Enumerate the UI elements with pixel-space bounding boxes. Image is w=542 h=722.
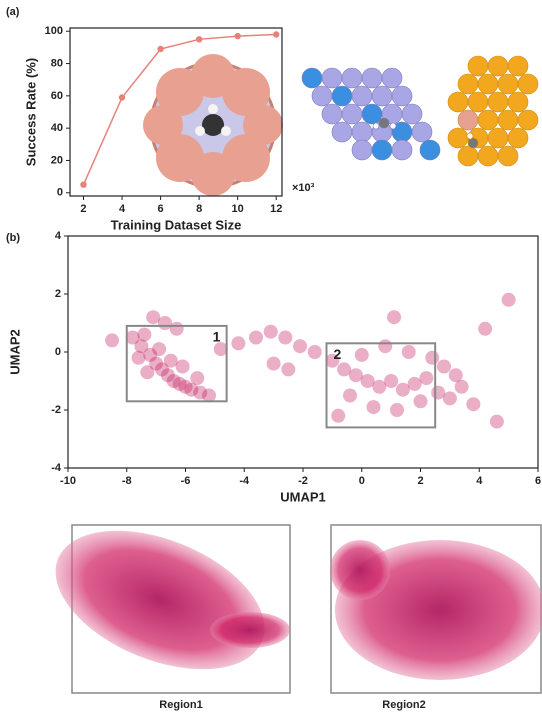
y-tick-label: 100: [45, 25, 63, 37]
point: [293, 339, 307, 353]
point: [425, 351, 439, 365]
point: [249, 331, 263, 345]
slab-gold: [448, 56, 538, 166]
x-tick-label: 12: [270, 203, 282, 215]
point: [140, 365, 154, 379]
x-multiplier: ×10³: [292, 182, 315, 194]
point: [331, 409, 345, 423]
inset-molecule: [143, 54, 283, 196]
x-tick-label: 10: [232, 203, 244, 215]
figure: (a)24681012020406080100Training Dataset …: [0, 0, 542, 717]
point: [119, 94, 125, 100]
x-tick-label: 4: [476, 475, 483, 487]
y-tick-label: 20: [51, 154, 63, 166]
point: [443, 391, 457, 405]
point: [449, 368, 463, 382]
x-tick-label: -2: [298, 475, 308, 487]
x-tick-label: 0: [359, 475, 365, 487]
point: [80, 181, 86, 187]
point: [190, 371, 204, 385]
x-tick-label: 6: [535, 475, 541, 487]
point: [278, 331, 292, 345]
point: [196, 36, 202, 42]
point: [132, 351, 146, 365]
point: [170, 322, 184, 336]
point: [308, 345, 322, 359]
x-tick-label: -4: [239, 475, 250, 487]
x-tick-label: -10: [60, 475, 76, 487]
point: [478, 322, 492, 336]
point: [402, 345, 416, 359]
region-caption: Region1: [159, 699, 202, 711]
x-tick-label: -6: [181, 475, 191, 487]
y-tick-label: -4: [51, 462, 62, 474]
x-tick-label: 6: [158, 203, 164, 215]
region-label: 1: [213, 329, 221, 345]
point: [267, 357, 281, 371]
point: [437, 360, 451, 374]
y-axis-label: Success Rate (%): [23, 58, 38, 166]
point: [137, 328, 151, 342]
point: [273, 31, 279, 37]
panel-label: (a): [6, 6, 20, 18]
point: [176, 360, 190, 374]
zoom-panel-2: [330, 525, 542, 693]
panel-label: (b): [6, 232, 20, 244]
point: [378, 339, 392, 353]
point: [234, 33, 240, 39]
region-caption: Region2: [382, 699, 425, 711]
x-tick-label: 8: [196, 203, 202, 215]
slab-purple: [302, 68, 440, 160]
point: [367, 400, 381, 414]
point: [343, 389, 357, 403]
point: [390, 403, 404, 417]
point: [281, 362, 295, 376]
x-axis-label: UMAP1: [280, 489, 326, 504]
y-tick-label: 80: [51, 57, 63, 69]
y-tick-label: 60: [51, 90, 63, 102]
x-tick-label: 4: [119, 203, 126, 215]
region-label: 2: [334, 346, 342, 362]
y-tick-label: 0: [55, 346, 61, 358]
point: [157, 46, 163, 52]
point: [502, 293, 516, 307]
point: [384, 374, 398, 388]
point: [231, 336, 245, 350]
zoom-panel-1: [36, 503, 290, 697]
x-tick-label: 2: [417, 475, 423, 487]
x-tick-label: 2: [80, 203, 86, 215]
point: [466, 397, 480, 411]
x-tick-label: -8: [122, 475, 132, 487]
point: [419, 371, 433, 385]
point: [105, 333, 119, 347]
point: [387, 310, 401, 324]
y-axis-label: UMAP2: [7, 329, 22, 375]
y-tick-label: 0: [57, 187, 63, 199]
x-axis-label: Training Dataset Size: [111, 217, 242, 232]
point: [152, 342, 166, 356]
y-tick-label: -2: [51, 404, 61, 416]
point: [355, 348, 369, 362]
point: [414, 394, 428, 408]
y-tick-label: 40: [51, 122, 63, 134]
y-tick-label: 4: [55, 230, 62, 242]
point: [490, 415, 504, 429]
point: [264, 325, 278, 339]
y-tick-label: 2: [55, 288, 61, 300]
